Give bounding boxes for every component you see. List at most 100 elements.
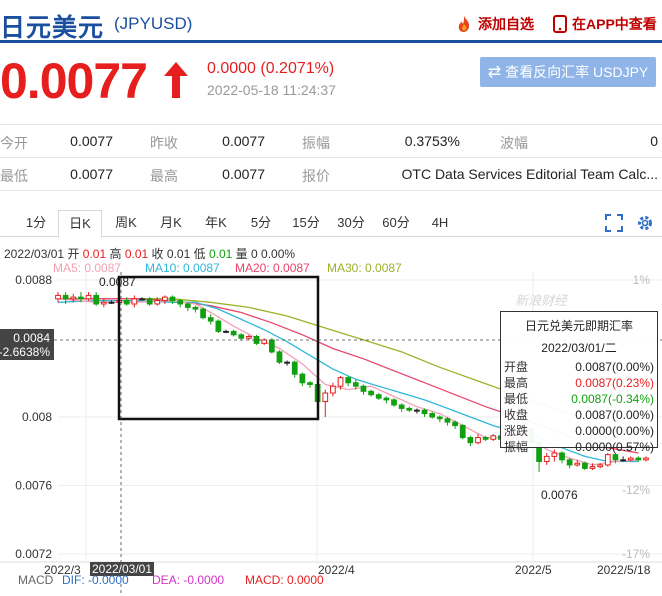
candle-body: [184, 303, 191, 308]
candle-body: [582, 462, 588, 469]
tab-15min[interactable]: 15分: [292, 215, 320, 230]
candle-body: [352, 382, 359, 387]
tab-5min[interactable]: 5分: [250, 215, 272, 230]
candle-body: [337, 377, 344, 387]
ohlc-high: 0.01: [124, 247, 149, 261]
tab-yearly-k[interactable]: 年K: [205, 215, 227, 230]
macd-dea: DEA: -0.0000: [152, 573, 224, 587]
candle-body: [436, 416, 443, 420]
ohlc-vol-label: 量: [235, 247, 248, 261]
tooltip-row-value: 0.0000(0.57%): [575, 440, 654, 454]
reverse-rate-label: 查看反向汇率 USDJPY: [505, 64, 649, 80]
candle-body: [559, 452, 565, 461]
candle-body: [62, 294, 69, 300]
stats-divider-bottom: [0, 190, 662, 191]
tooltip-row-value: 0.0087(0.23%): [575, 376, 654, 390]
candle-body: [543, 455, 550, 463]
candle-body: [70, 296, 77, 300]
y-tick-label: 0.008: [22, 410, 52, 424]
stat-value-open: 0.0077: [70, 133, 113, 149]
candle-body: [154, 300, 161, 305]
tooltip-title: 日元兑美元即期汇率: [524, 319, 633, 333]
candle-body: [261, 339, 268, 344]
candle-body: [475, 437, 481, 444]
candle-body: [574, 462, 581, 466]
candle-body: [421, 409, 428, 415]
candle-body: [207, 317, 214, 322]
candle-body: [452, 421, 458, 427]
tab-30min[interactable]: 30分: [337, 215, 365, 230]
candle-body: [429, 413, 436, 418]
candle-body: [597, 464, 604, 468]
tab-daily-k[interactable]: 日K: [58, 210, 102, 238]
tooltip-row: 开盘 0.0087(0.00%): [501, 359, 657, 375]
tooltip-rows: 开盘 0.0087(0.00%) 最高 0.0087(0.23%) 最低 0.0087(-…: [501, 359, 657, 455]
fire-icon: [458, 16, 470, 32]
candle-body: [459, 425, 466, 439]
candle-body: [482, 437, 489, 440]
candle-body: [566, 459, 573, 466]
ohlc-open-label: 开: [67, 247, 80, 261]
candle-body: [330, 385, 336, 394]
macd-value: MACD: 0.0000: [245, 573, 324, 587]
candle-body: [490, 435, 497, 440]
tooltip-row-value: 0.0087(0.00%): [575, 408, 654, 422]
gear-icon[interactable]: [636, 214, 654, 232]
tooltip-row-label: 振幅: [504, 440, 529, 454]
candle-body: [85, 294, 92, 300]
stats-divider-top: [0, 124, 662, 125]
tooltip-row: 最低 0.0087(-0.34%): [501, 391, 657, 407]
reverse-rate-button[interactable]: ⇄ 查看反向汇率 USDJPY: [480, 57, 656, 87]
candle-body: [589, 466, 596, 469]
candle-body: [284, 361, 290, 364]
stat-value-amplitude: 0.3753%: [404, 133, 460, 149]
candle-body: [238, 334, 245, 339]
up-arrow-icon: [164, 62, 188, 98]
ohlc-open: 0.01: [82, 247, 107, 261]
ohlc-close-label: 收: [151, 247, 164, 261]
symbol-code: (JPYUSD): [114, 14, 193, 33]
stat-label-volatility: 波幅: [500, 135, 528, 151]
tab-1min[interactable]: 1分: [25, 215, 47, 230]
ohlc-date: 2022/03/01: [4, 247, 65, 261]
fullscreen-icon[interactable]: [605, 214, 623, 232]
tooltip-row-label: 开盘: [504, 360, 529, 374]
candle-body: [108, 301, 115, 304]
candle-body: [299, 373, 306, 384]
tooltip-row-value: 0.0087(-0.34%): [571, 392, 654, 406]
macd-title: MACD: [18, 573, 54, 587]
macd-dif: DIF: -0.0000: [62, 573, 129, 587]
add-watchlist-button[interactable]: 添加自选: [455, 14, 534, 34]
annotation-low: 0.0076: [541, 488, 578, 502]
x-tick-label: 2022/4: [318, 563, 355, 577]
candle-body: [467, 437, 474, 444]
swap-icon: ⇄: [487, 64, 502, 81]
tab-weekly-k[interactable]: 周K: [115, 215, 137, 230]
ohlc-info: 2022/03/01 开 0.01 高 0.01 收 0.01 低 0.01 量…: [4, 245, 295, 262]
candle-body: [322, 392, 329, 403]
crosshair-price: 0.0084: [13, 331, 50, 345]
y-right-tick-label: -17%: [622, 547, 650, 561]
add-watchlist-label: 添加自选: [478, 16, 534, 32]
ma10-legend: MA10: 0.0087: [145, 261, 220, 275]
tab-monthly-k[interactable]: 月K: [160, 215, 182, 230]
annotation-high: 0.0087: [99, 275, 136, 289]
tooltip-row: 振幅 0.0000(0.57%): [501, 439, 657, 455]
ohlc-close: 0.01: [166, 247, 191, 261]
selection-box: [117, 275, 320, 421]
annotations: 0.0087 0.0076: [99, 275, 578, 502]
open-app-button[interactable]: 在APP中查看: [553, 14, 657, 34]
open-app-label: 在APP中查看: [572, 16, 657, 32]
tooltip-date: 2022/03/01/二: [541, 341, 617, 355]
watermark: 新浪财经: [515, 293, 569, 308]
tab-4h[interactable]: 4H: [431, 215, 449, 230]
candle-body: [643, 457, 649, 461]
candle-body: [398, 404, 405, 409]
candle-body: [139, 298, 145, 301]
candle-body: [162, 296, 168, 302]
tooltip-row: 涨跌 0.0000(0.00%): [501, 423, 657, 439]
candle-body: [215, 320, 222, 332]
tooltip-row-label: 涨跌: [504, 424, 529, 438]
tab-60min[interactable]: 60分: [382, 215, 410, 230]
candle-body: [360, 385, 367, 392]
